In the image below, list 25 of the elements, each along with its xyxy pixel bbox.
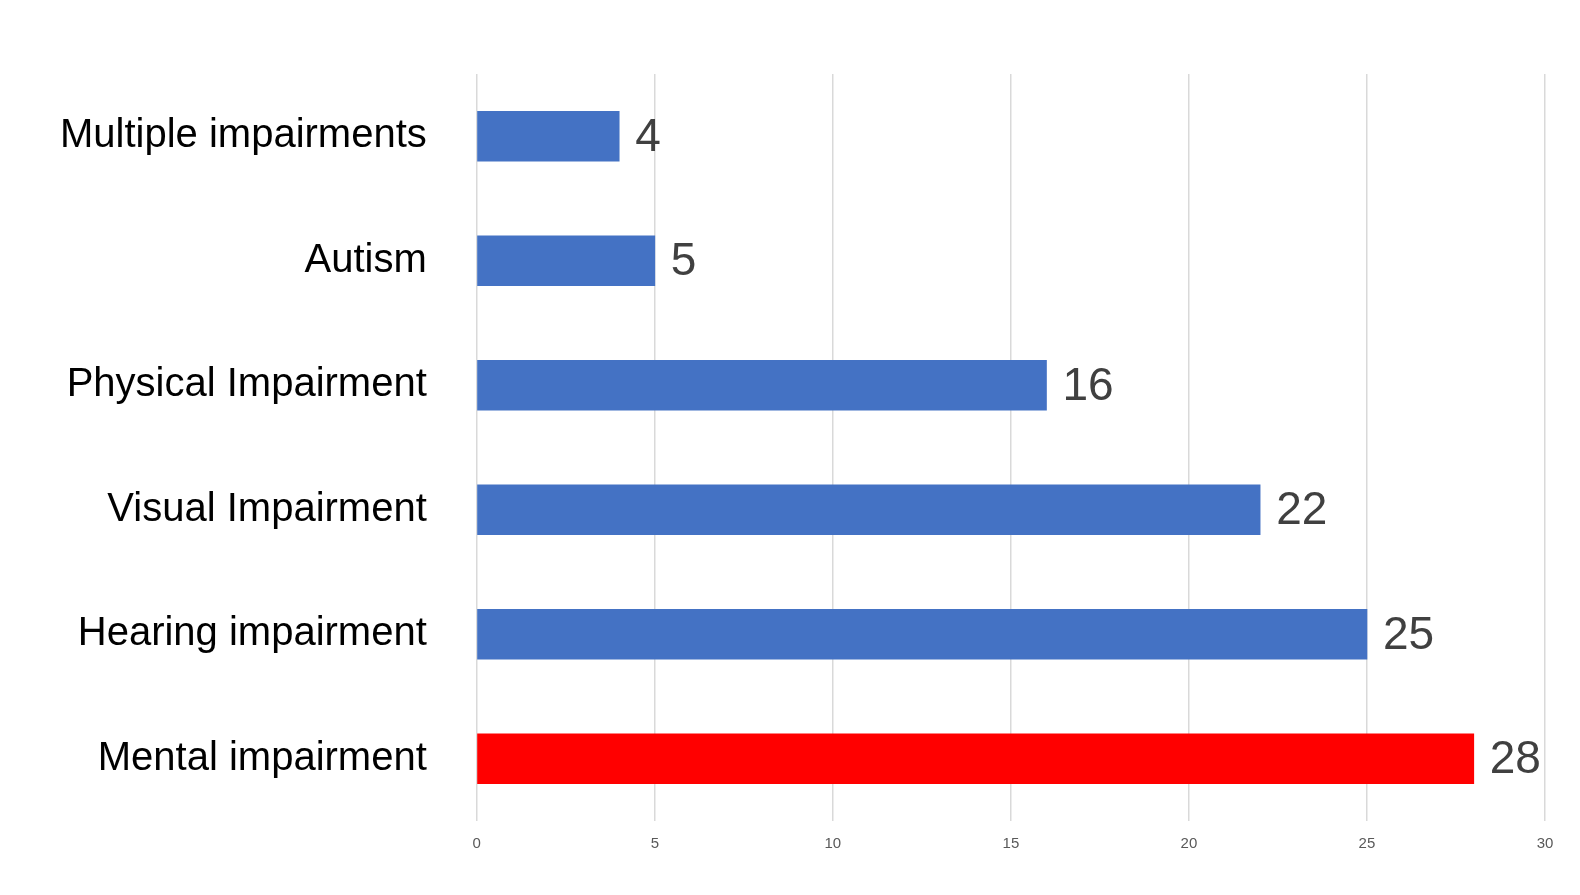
bar [477, 733, 1475, 785]
data-label: 22 [1276, 482, 1328, 535]
y-tick-label: Mental impairment [97, 733, 427, 778]
y-tick-label: Visual Impairment [107, 484, 427, 529]
y-tick-label: Multiple impairments [60, 111, 427, 156]
x-tick-label: 5 [650, 834, 659, 852]
y-tick-label: Hearing impairment [77, 609, 427, 654]
bar [477, 110, 620, 162]
data-label: 25 [1382, 606, 1435, 659]
x-tick-label: 20 [1180, 834, 1198, 852]
bar [477, 359, 1047, 411]
data-label: 16 [1062, 357, 1114, 410]
data-label: 5 [670, 233, 697, 286]
x-tick-label: 10 [824, 834, 842, 852]
y-tick-label: Physical Impairment [66, 360, 427, 405]
x-tick-label: 0 [472, 834, 481, 852]
x-tick-label: 15 [1002, 834, 1020, 852]
data-label: 4 [635, 108, 661, 161]
bar [477, 608, 1368, 660]
bar [477, 235, 656, 287]
data-label: 28 [1489, 731, 1541, 784]
x-tick-label: 30 [1536, 834, 1554, 852]
x-tick-label: 25 [1358, 834, 1376, 852]
y-tick-label: Autism [304, 235, 427, 280]
bar [477, 484, 1261, 536]
